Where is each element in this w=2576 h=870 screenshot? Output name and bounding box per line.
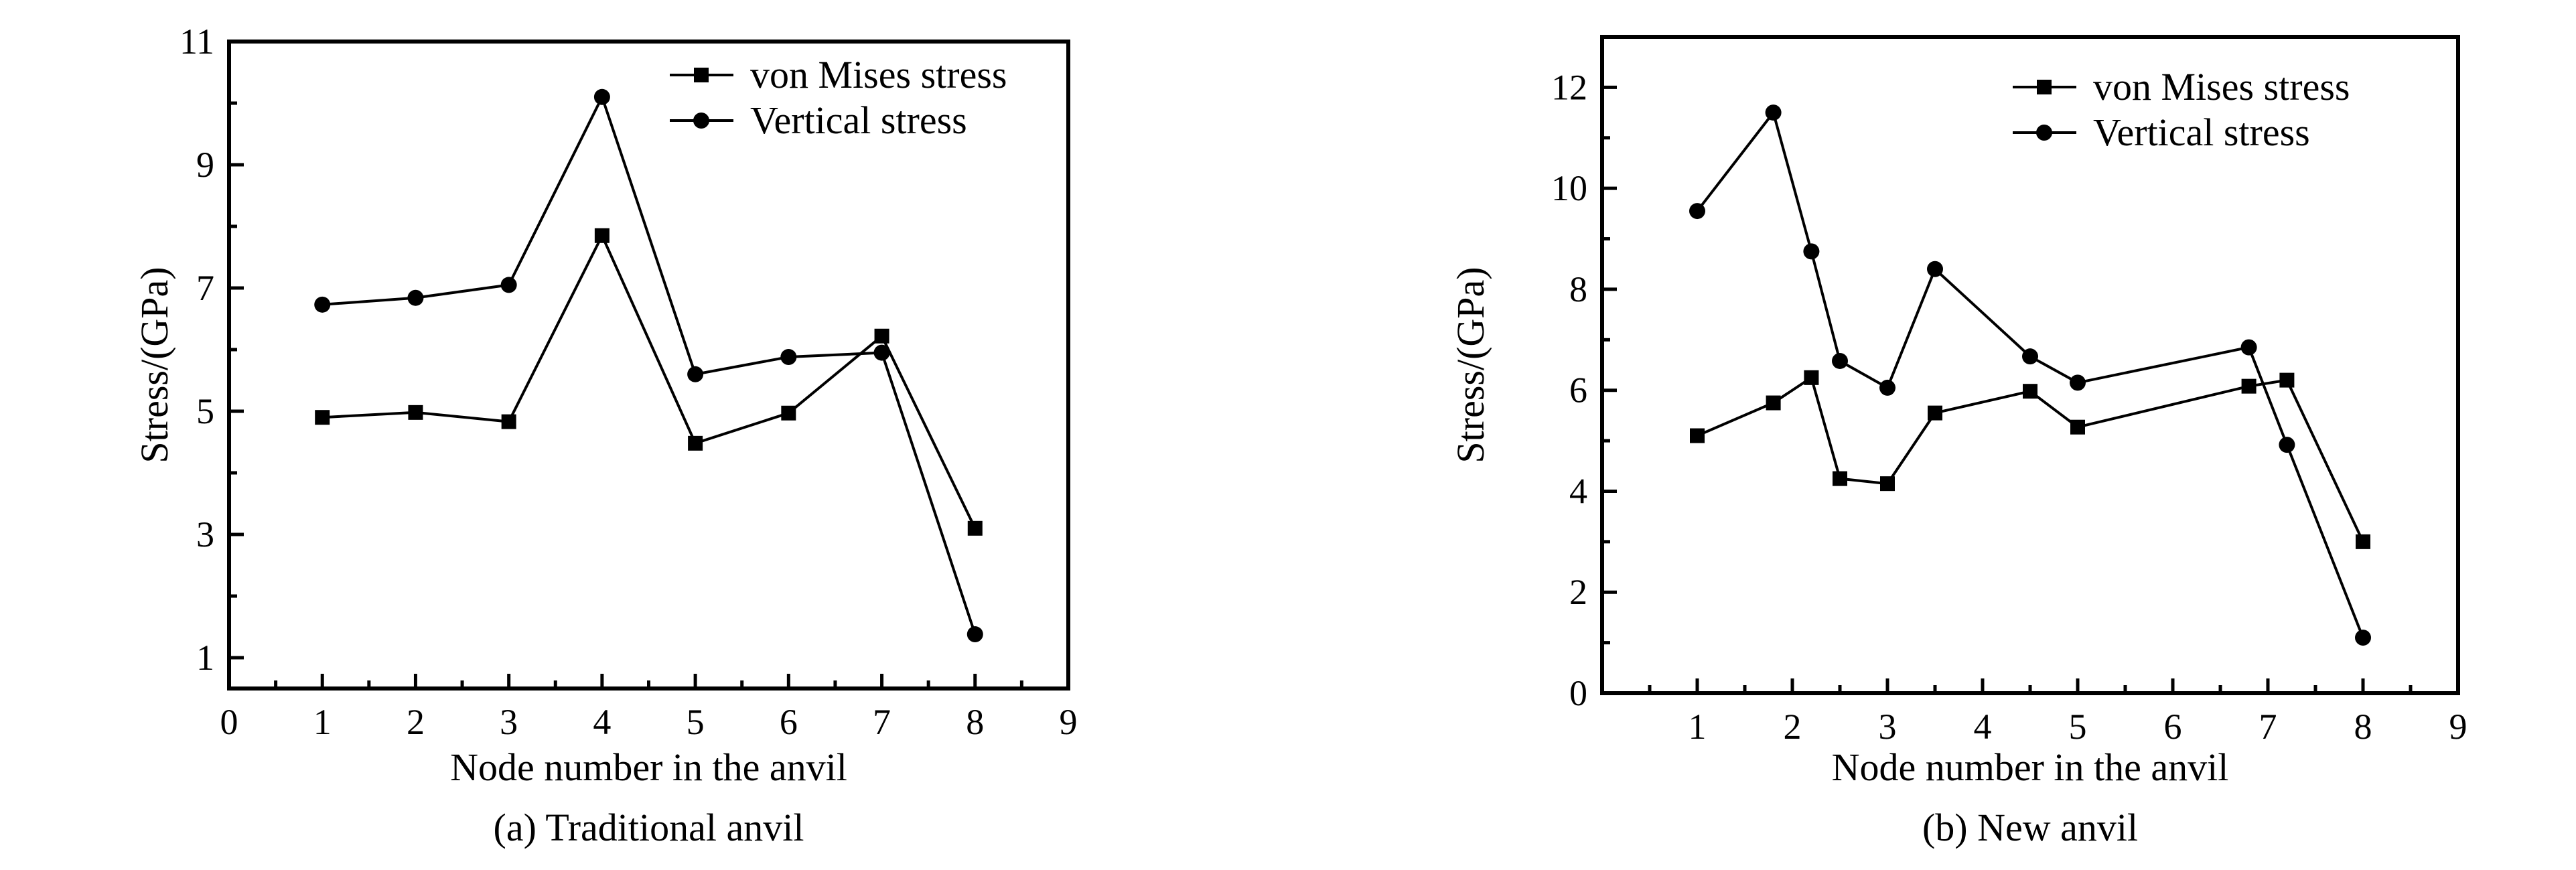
- legend-label: Vertical stress: [2093, 111, 2310, 154]
- series-line-von-mises: [1697, 375, 2364, 542]
- data-point-circle: [500, 277, 517, 293]
- series-line-vertical: [322, 93, 977, 635]
- data-point-square: [1804, 370, 1819, 385]
- y-axis-title: Stress/(GPa): [1449, 267, 1492, 463]
- y-tick-label: 6: [1569, 370, 1587, 411]
- x-tick-label: 8: [966, 702, 984, 742]
- data-point-circle: [2022, 348, 2038, 365]
- data-point-circle: [1765, 104, 1782, 121]
- x-tick-label: 3: [500, 702, 518, 742]
- x-tick-label: 9: [2449, 707, 2467, 747]
- data-point-square: [594, 228, 610, 243]
- data-point-circle: [780, 349, 797, 366]
- data-point-square: [688, 435, 703, 451]
- x-tick-label: 2: [1784, 707, 1802, 747]
- y-tick-label: 7: [196, 268, 214, 308]
- data-point-circle: [873, 344, 890, 361]
- x-tick-label: 3: [1879, 707, 1897, 747]
- y-tick-label: 8: [1569, 269, 1587, 309]
- data-point-circle: [1832, 352, 1848, 369]
- y-tick-label: 5: [196, 391, 214, 431]
- data-point-circle: [593, 88, 610, 105]
- data-point-circle: [2070, 374, 2086, 391]
- data-point-square: [408, 405, 423, 420]
- x-tick-label: 4: [593, 702, 611, 742]
- x-tick-label: 9: [1060, 702, 1078, 742]
- legend-label: Vertical stress: [750, 98, 967, 142]
- y-tick-label: 2: [1569, 572, 1587, 612]
- data-point-circle: [2355, 630, 2371, 646]
- y-tick-label: 9: [196, 145, 214, 185]
- legend-square-marker: [2037, 80, 2052, 94]
- legend-label: von Mises stress: [750, 53, 1007, 96]
- data-point-circle: [687, 366, 704, 382]
- chart-caption: (b) New anvil: [1922, 806, 2138, 849]
- data-point-square: [315, 410, 330, 425]
- y-tick-label: 0: [1569, 673, 1587, 713]
- x-tick-label: 4: [1974, 707, 1992, 747]
- data-point-square: [1880, 476, 1895, 492]
- x-axis-title: Node number in the anvil: [450, 745, 847, 789]
- legend-circle-marker: [693, 113, 709, 129]
- data-point-circle: [1879, 379, 1895, 396]
- data-point-square: [781, 405, 796, 421]
- series-line-von-mises: [322, 232, 977, 529]
- data-point-circle: [314, 296, 331, 313]
- y-tick-label: 11: [180, 21, 214, 62]
- data-point-circle: [407, 289, 424, 306]
- y-tick-label: 4: [1569, 471, 1587, 511]
- data-point-circle: [967, 626, 983, 643]
- y-tick-label: 1: [196, 638, 214, 678]
- y-tick-label: 10: [1551, 168, 1587, 208]
- plot-frame: [1600, 35, 2460, 695]
- x-tick-label: 6: [780, 702, 798, 742]
- y-axis-title: Stress/(GPa): [133, 267, 176, 463]
- x-tick-label: 6: [2164, 707, 2182, 747]
- data-point-square: [1833, 471, 1847, 486]
- x-tick-label: 7: [2259, 707, 2277, 747]
- data-point-square: [2279, 372, 2295, 388]
- y-tick-label: 3: [196, 514, 214, 555]
- data-point-circle: [2279, 437, 2295, 453]
- x-tick-label: 1: [1689, 707, 1707, 747]
- data-point-circle: [1927, 261, 1943, 277]
- data-point-circle: [1803, 243, 1820, 260]
- legend-square-marker: [694, 68, 709, 82]
- x-tick-label: 5: [687, 702, 705, 742]
- x-tick-label: 5: [2069, 707, 2087, 747]
- data-point-square: [2241, 378, 2257, 394]
- data-point-circle: [1689, 203, 1705, 220]
- x-tick-label: 0: [220, 702, 238, 742]
- x-tick-label: 1: [313, 702, 332, 742]
- data-point-square: [1690, 428, 1705, 443]
- series-line-vertical: [1696, 109, 2364, 638]
- x-tick-label: 7: [873, 702, 891, 742]
- x-tick-label: 8: [2354, 707, 2372, 747]
- data-point-square: [874, 328, 889, 344]
- data-point-square: [1766, 395, 1781, 411]
- data-point-square: [1928, 405, 1942, 421]
- chart-caption: (a) Traditional anvil: [494, 806, 804, 849]
- data-point-square: [967, 520, 983, 536]
- data-point-square: [501, 414, 516, 429]
- data-point-square: [2023, 384, 2037, 399]
- y-tick-label: 12: [1551, 67, 1587, 107]
- legend-label: von Mises stress: [2093, 65, 2350, 108]
- x-tick-label: 2: [407, 702, 425, 742]
- data-point-square: [2070, 419, 2085, 435]
- data-point-square: [2356, 534, 2370, 549]
- x-axis-title: Node number in the anvil: [1832, 745, 2229, 789]
- data-point-circle: [2240, 339, 2257, 356]
- legend-circle-marker: [2036, 125, 2052, 141]
